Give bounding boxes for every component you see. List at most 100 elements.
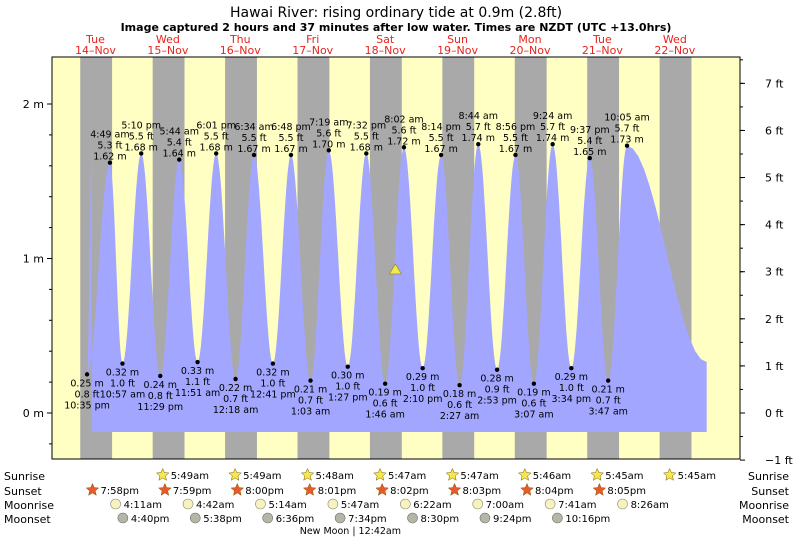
high-tide-ft-label: 5.5 ft [429,133,454,144]
moonrise-row-label-left: Moonrise [4,499,54,512]
high-tide-time-label: 6:01 pm [196,120,236,131]
high-tide-point [326,148,331,153]
low-tide-point [120,361,125,366]
sunset-row-label-left: Sunset [4,485,42,498]
day-name-label: Sun [447,33,468,46]
y-right-tick-label: 7 ft [765,77,784,90]
high-tide-ft-label: 5.5 ft [242,133,267,144]
low-tide-point [345,364,350,369]
high-tide-m-label: 1.64 m [163,149,196,160]
sunrise-icon [445,467,460,481]
moonset-time: 6:36pm [276,514,315,525]
y-right-tick-label: 4 ft [765,219,784,232]
day-name-label: Fri [306,33,319,46]
low-tide-ft-label: 1.0 ft [260,379,285,390]
high-tide-time-label: 9:37 pm [570,125,610,136]
day-name-label: Thu [229,33,251,46]
sunrise-icon [517,467,532,481]
high-tide-time-label: 4:49 am [90,130,129,141]
high-tide-point [476,141,481,147]
low-tide-ft-label: 0.9 ft [485,385,510,396]
low-tide-m-label: 0.21 m [294,385,327,396]
moonrise-icon [255,498,266,510]
moonset-icon [479,512,491,524]
moonrise-icon [544,498,556,510]
moonset-icon [189,512,201,524]
low-tide-time-label: 3:34 pm [552,394,592,405]
moonset-icon [117,512,129,524]
high-tide-m-label: 1.73 m [610,135,643,146]
high-tide-m-label: 1.68 m [350,142,383,153]
low-tide-ft-label: 0.7 ft [596,396,621,407]
sunset-time: 8:01pm [318,486,357,497]
low-tide-point [84,372,90,377]
high-tide-time-label: 6:34 am [234,122,273,133]
high-tide-ft-label: 5.7 ft [466,122,491,133]
moonset-icon [262,512,274,524]
sunset-icon [302,482,317,496]
tide-water-area [87,144,707,432]
high-tide-point [364,151,369,156]
low-tide-point [605,378,611,383]
sunset-time: 8:00pm [245,486,284,497]
day-date-label: 21–Nov [582,44,623,57]
low-tide-ft-label: 1.0 ft [410,383,435,394]
high-tide-m-label: 1.68 m [199,142,232,153]
high-tide-ft-label: 5.4 ft [577,136,602,147]
low-tide-time-label: 1:03 am [291,407,330,418]
high-tide-ft-label: 5.5 ft [204,131,229,142]
sunset-icon [230,482,245,496]
high-tide-point [624,143,630,148]
current-tide-marker [388,263,402,275]
sunrise-time: 5:46am [533,471,571,482]
low-tide-point [308,378,313,383]
high-tide-time-label: 7:32 pm [346,120,386,131]
high-tide-m-label: 1.67 m [499,144,532,155]
sunrise-icon [590,467,605,481]
sunrise-time: 5:49am [171,471,209,482]
day-name-label: Tue [85,33,105,46]
low-tide-time-label: 1:27 pm [328,393,368,404]
low-tide-m-label: 0.32 m [256,368,289,379]
high-tide-m-label: 1.65 m [573,147,606,158]
sunrise-icon [155,467,170,481]
high-tide-time-label: 8:56 pm [496,122,536,133]
y-left-tick-label: 1 m [23,253,44,266]
low-tide-m-label: 0.19 m [517,388,550,399]
chart-title: Hawai River: rising ordinary tide at 0.9… [230,5,562,21]
moonrise-icon [617,498,628,510]
high-tide-ft-label: 5.4 ft [167,138,192,149]
low-tide-time-label: 2:53 pm [477,396,517,407]
sunset-time: 8:03pm [463,486,502,497]
high-tide-m-label: 1.74 m [462,133,495,144]
day-date-label: 22–Nov [654,44,695,57]
moonset-icon [334,512,346,524]
high-tide-point [288,152,294,158]
sunset-icon [375,482,389,496]
high-tide-ft-label: 5.6 ft [391,125,416,136]
low-tide-ft-label: 0.6 ft [447,400,472,411]
low-tide-m-label: 0.25 m [70,378,103,389]
sunrise-time: 5:47am [460,471,498,482]
high-tide-m-label: 1.68 m [125,142,158,153]
sunset-icon [447,482,462,496]
low-tide-time-label: 10:35 pm [64,400,110,411]
sunrise-icon [300,467,315,481]
low-tide-point [233,376,238,382]
moonset-time: 4:40pm [131,514,170,525]
sunrise-row-label-right: Sunrise [748,470,789,483]
sunrise-time: 5:49am [243,471,281,482]
low-tide-m-label: 0.30 m [331,371,364,382]
high-tide-point [139,151,144,156]
low-tide-time-label: 11:29 pm [137,402,183,413]
y-right-tick-label: 3 ft [765,266,784,279]
high-tide-m-label: 1.62 m [93,152,126,163]
sunset-time: 7:58pm [100,486,139,497]
moonset-time: 9:24pm [493,514,532,525]
y-left-tick-label: 2 m [23,98,44,111]
high-tide-ft-label: 5.5 ft [503,133,528,144]
high-tide-m-label: 1.67 m [424,144,457,155]
low-tide-ft-label: 1.1 ft [185,377,210,388]
moonrise-time: 7:41am [558,500,596,511]
